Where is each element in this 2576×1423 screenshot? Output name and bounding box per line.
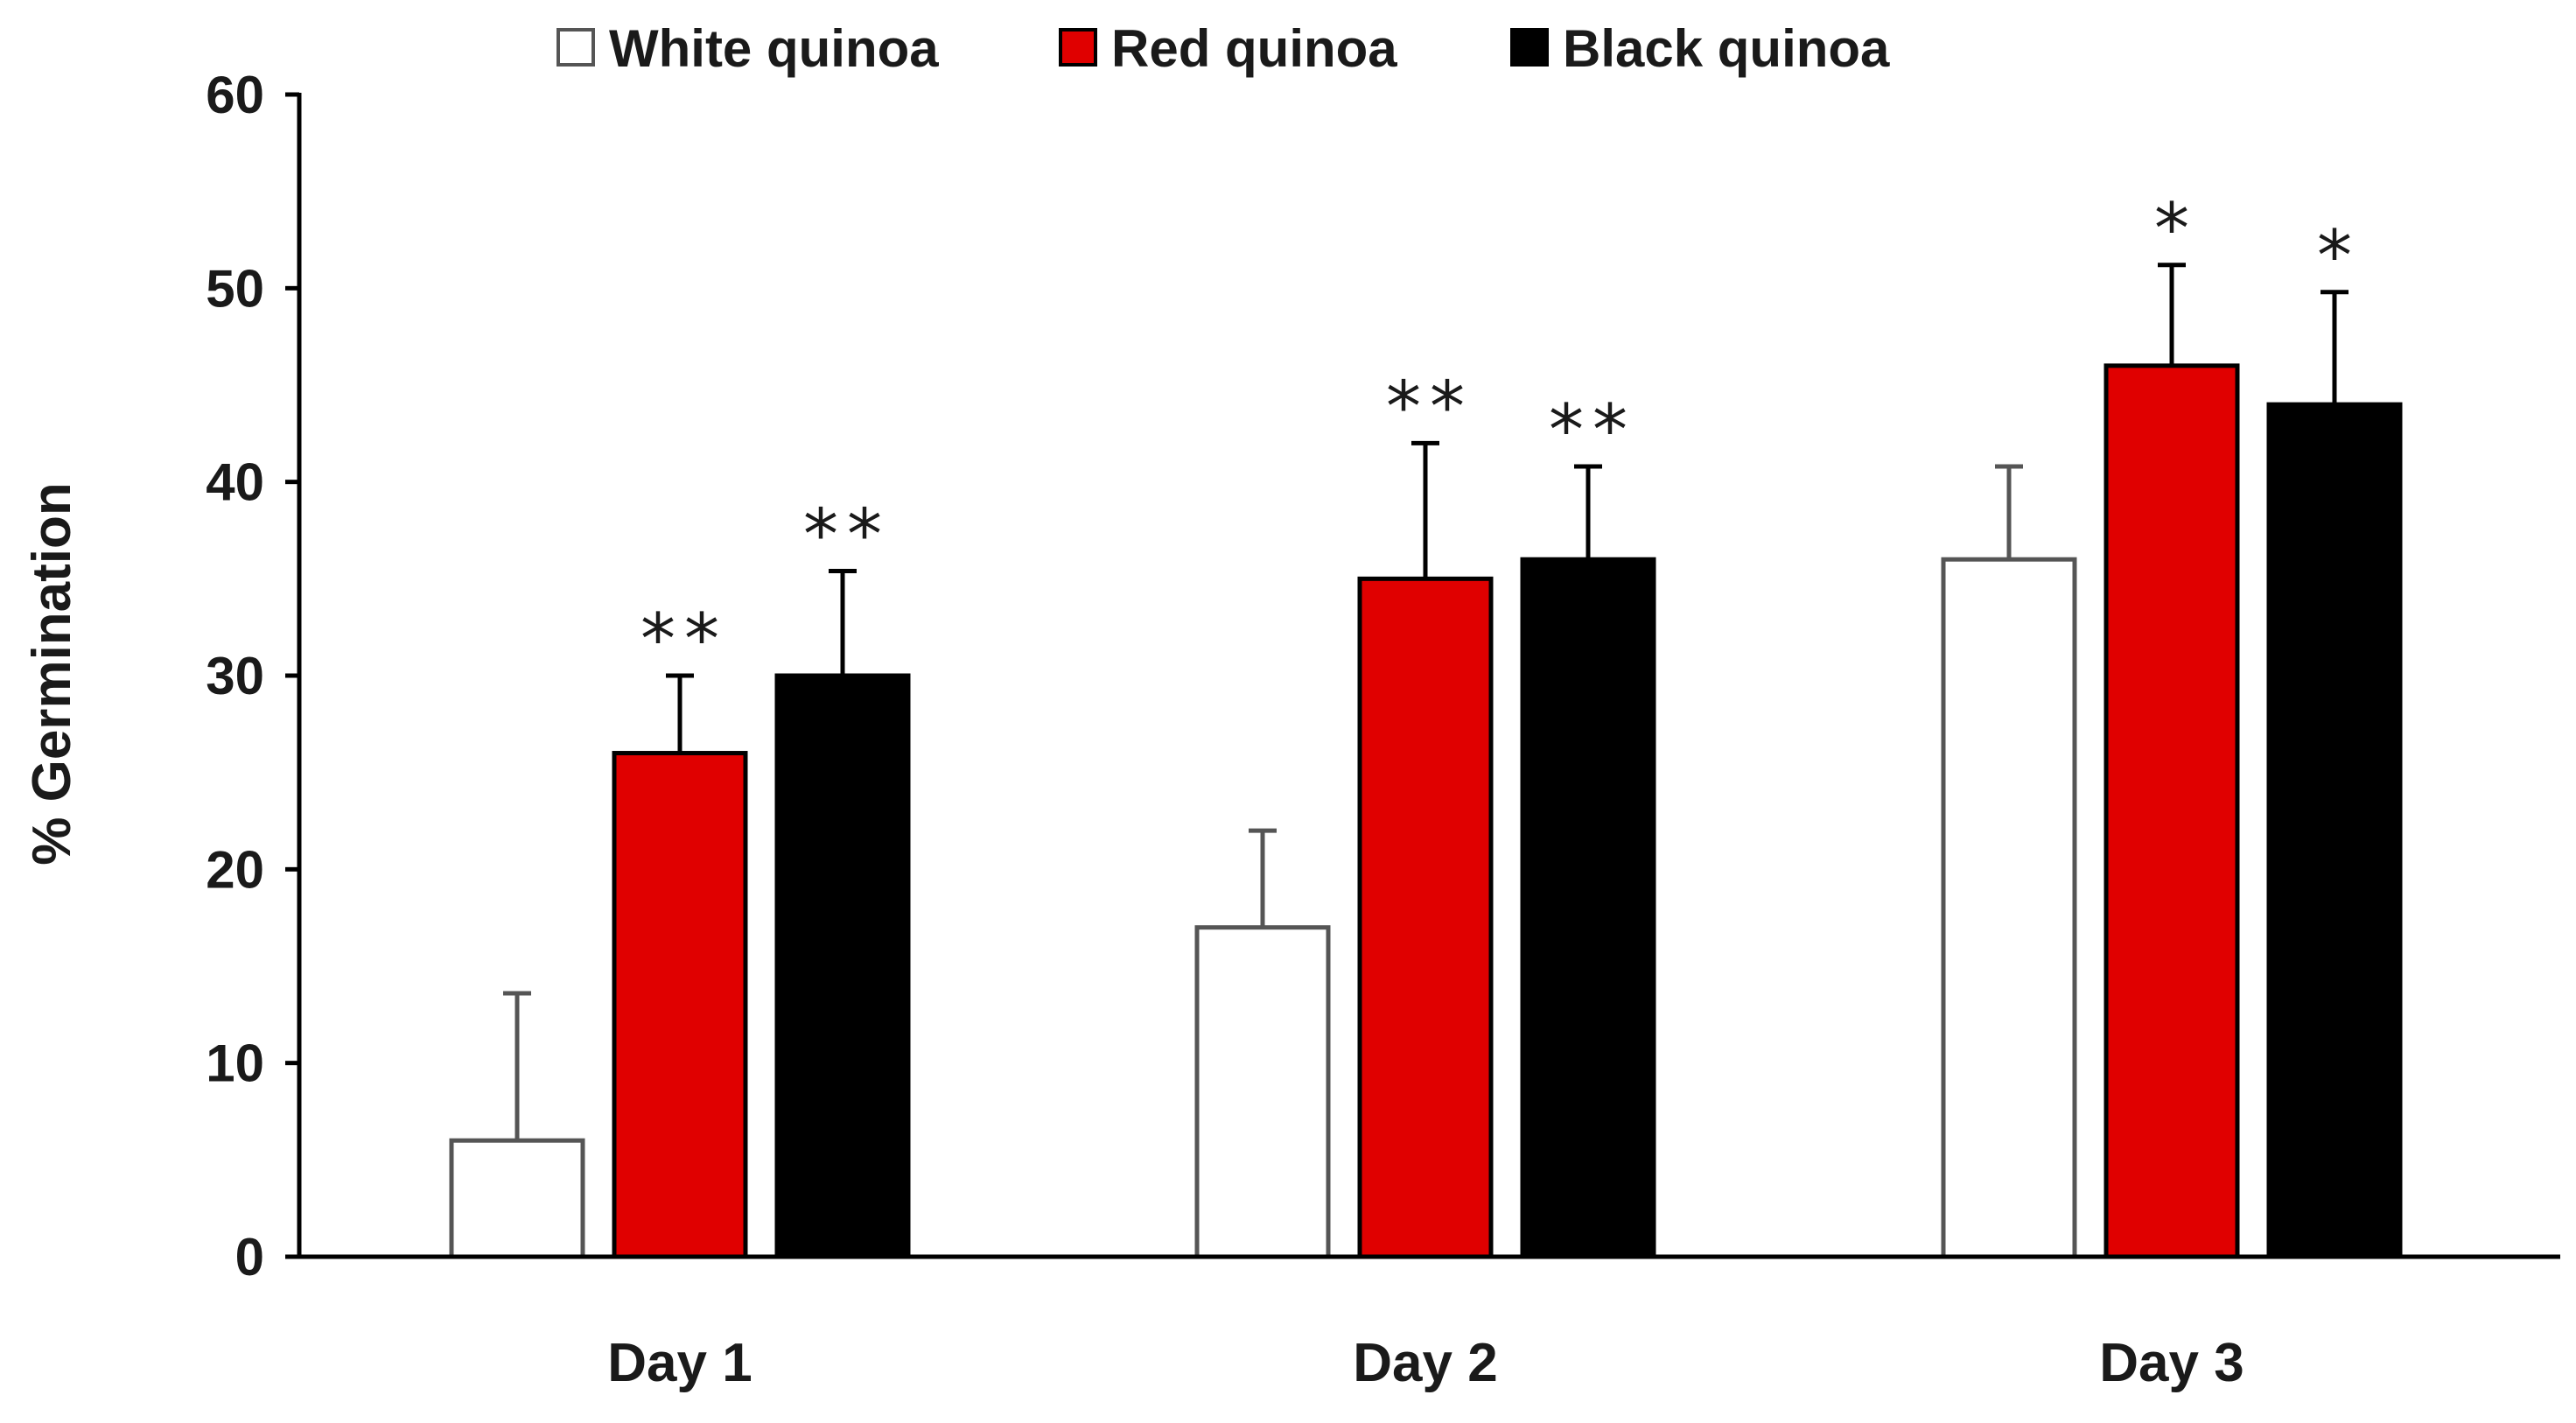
legend-swatch: [556, 28, 595, 67]
y-tick-label: 30: [206, 647, 264, 705]
y-tick-label: 40: [206, 453, 264, 512]
y-tick-label: 50: [206, 259, 264, 318]
significance-marker: *: [2317, 215, 2361, 297]
significance-marker: **: [803, 494, 891, 575]
legend-label: Black quinoa: [1563, 19, 1890, 78]
bar: [1194, 925, 1331, 1259]
x-axis: Day 1 Day 2 Day 3: [299, 1254, 2560, 1393]
bar: [612, 751, 748, 1259]
y-tick-label: 10: [206, 1034, 264, 1093]
significance-marker: **: [1386, 366, 1474, 447]
x-tick-label: Day 3: [2099, 1333, 2244, 1393]
bar: [2266, 402, 2403, 1259]
legend-swatch: [1059, 28, 1097, 67]
legend-swatch: [1510, 28, 1549, 67]
bar: [2104, 363, 2240, 1259]
y-tick-label: 20: [206, 840, 264, 899]
y-axis-label: % Germination: [22, 482, 82, 866]
bar: [449, 1138, 585, 1259]
bar: [1520, 557, 1656, 1259]
legend-label: White quinoa: [609, 19, 939, 78]
bar: [774, 673, 911, 1259]
legend: White quinoa Red quinoa Black quinoa: [556, 19, 1890, 78]
bars: ****** *** *: [449, 188, 2403, 1259]
significance-marker: **: [640, 599, 728, 680]
x-tick-label: Day 2: [1353, 1333, 1497, 1393]
y-axis: 0 10 20 30 40 50 60: [206, 66, 302, 1286]
legend-label: Red quinoa: [1111, 19, 1397, 78]
bar: [1357, 576, 1494, 1259]
y-tick-label: 0: [235, 1228, 264, 1286]
x-tick-label: Day 1: [607, 1333, 752, 1393]
significance-marker: **: [1549, 389, 1636, 471]
bar: [1941, 557, 2077, 1259]
y-tick-label: 60: [206, 66, 264, 124]
significance-marker: *: [2154, 188, 2198, 270]
